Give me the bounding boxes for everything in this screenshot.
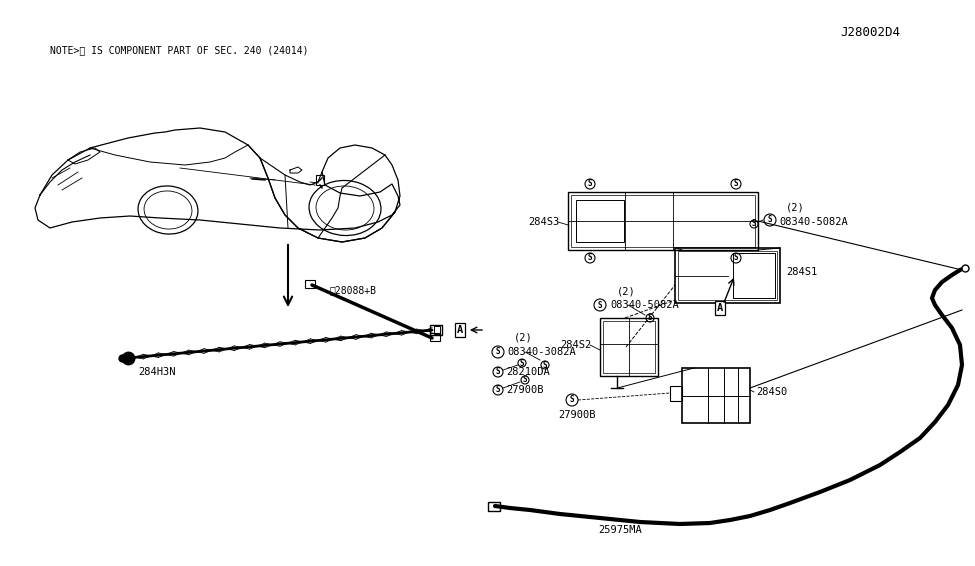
Bar [430,333,440,341]
Text: S: S [520,358,525,367]
Text: 284S1: 284S1 [786,267,817,277]
Text: S: S [495,385,500,395]
Text: S: S [543,361,547,370]
Text: S: S [767,216,772,225]
Bar [675,248,780,303]
Text: A: A [457,325,463,335]
Text: S: S [588,179,593,188]
Bar [603,321,655,373]
Bar [600,318,658,376]
Text: 08340-5082A: 08340-5082A [610,300,679,310]
Text: S: S [752,220,757,229]
Bar [568,192,758,250]
Bar [678,251,777,300]
Text: 284S0: 284S0 [756,387,787,397]
Bar [576,200,623,242]
Bar [571,195,755,247]
Text: S: S [598,301,603,310]
Bar [316,175,324,185]
Text: NOTE>※ IS COMPONENT PART OF SEC. 240 (24014): NOTE>※ IS COMPONENT PART OF SEC. 240 (24… [50,45,308,55]
Text: S: S [733,179,738,188]
Text: A: A [717,303,723,313]
Text: S: S [495,348,500,357]
Text: S: S [733,254,738,263]
Text: 25975MA: 25975MA [598,525,642,535]
Bar [305,280,315,288]
Text: 284S3: 284S3 [528,217,560,227]
Text: S: S [523,375,527,384]
Bar [670,386,682,401]
Text: 284S2: 284S2 [560,340,591,350]
Text: S: S [495,367,500,376]
Text: 08340-5082A: 08340-5082A [779,217,847,227]
Bar [430,325,442,335]
Text: (2): (2) [514,333,532,343]
Text: 284H3N: 284H3N [138,367,176,377]
Text: (2): (2) [617,286,636,296]
Text: J28002D4: J28002D4 [840,25,900,38]
Text: S: S [569,396,574,405]
Bar [733,253,775,298]
Bar [682,368,750,423]
Text: 08340-3082A: 08340-3082A [507,347,576,357]
Text: S: S [588,254,593,263]
Text: (2): (2) [786,203,804,213]
Text: ※28088+B: ※28088+B [330,285,377,295]
Bar [434,326,440,334]
Text: S: S [647,314,652,323]
Text: 28210DA: 28210DA [506,367,550,377]
Text: 27900B: 27900B [506,385,543,395]
Text: 27900B: 27900B [558,410,596,420]
Bar [488,502,500,511]
